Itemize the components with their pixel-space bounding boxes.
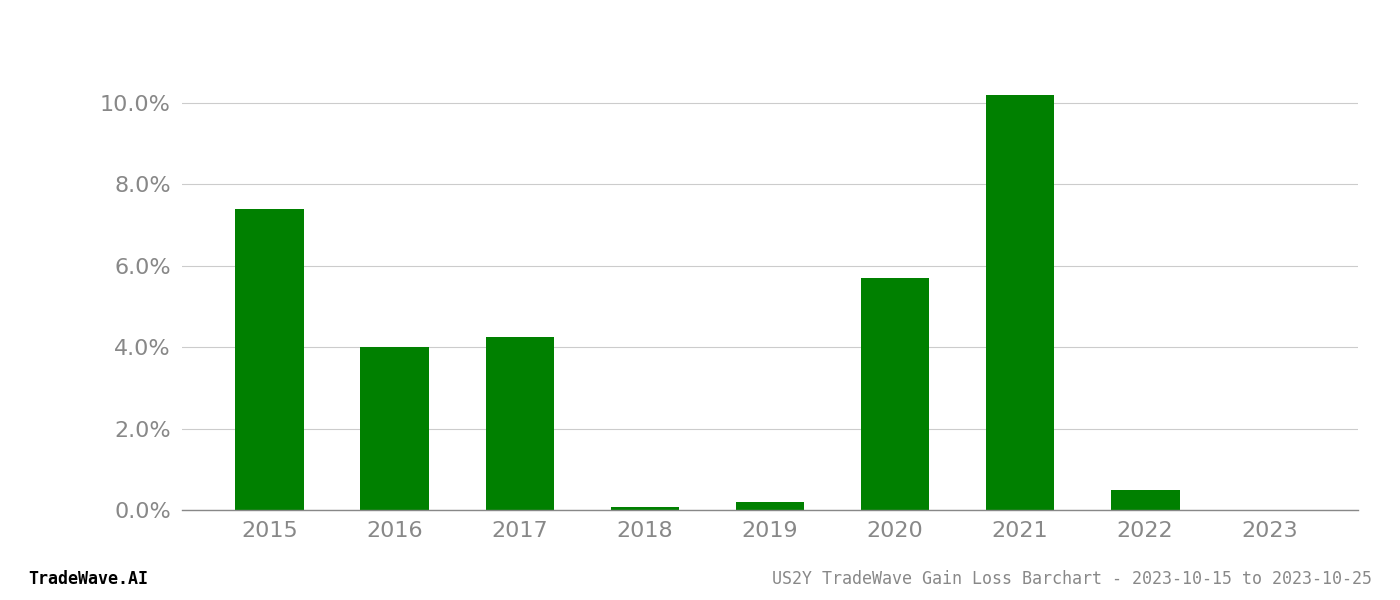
Text: US2Y TradeWave Gain Loss Barchart - 2023-10-15 to 2023-10-25: US2Y TradeWave Gain Loss Barchart - 2023…: [771, 570, 1372, 588]
Bar: [861, 278, 930, 510]
Bar: [235, 209, 304, 510]
Bar: [735, 502, 805, 510]
Bar: [360, 347, 430, 510]
Bar: [486, 337, 554, 510]
Bar: [986, 95, 1054, 510]
Bar: [1110, 490, 1180, 510]
Bar: [610, 507, 679, 510]
Text: TradeWave.AI: TradeWave.AI: [28, 570, 148, 588]
